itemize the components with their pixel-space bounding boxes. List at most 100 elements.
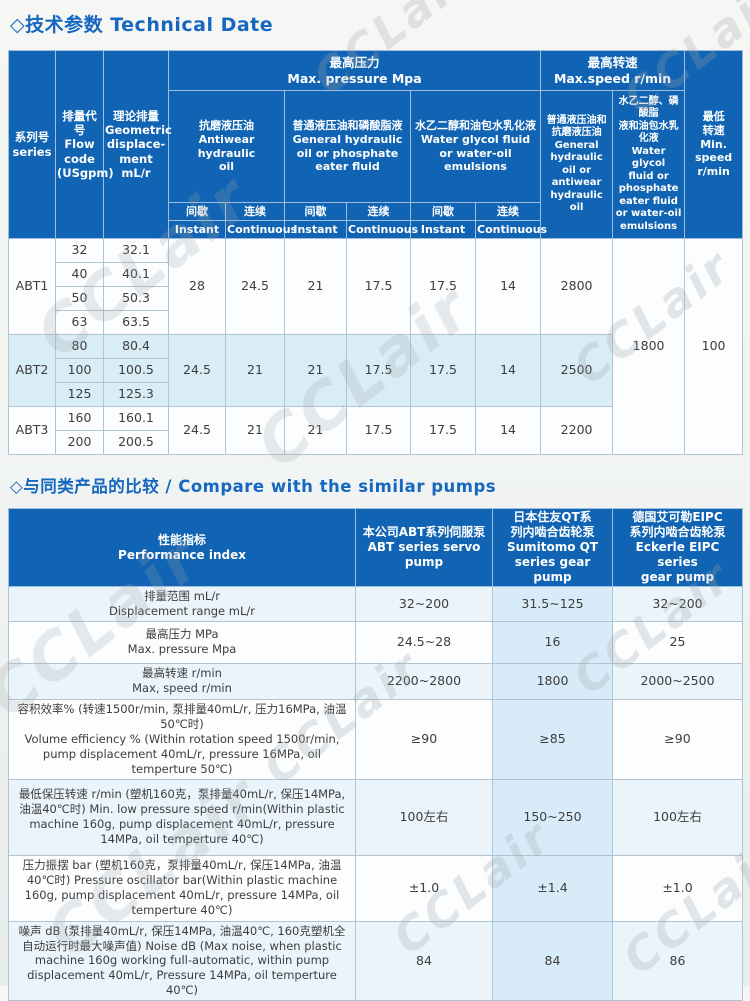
value-cell: ±1.0: [612, 854, 743, 922]
col-header-series: 系列号 series: [8, 50, 56, 239]
value-cell: ≥90: [612, 698, 743, 780]
group-header-max-pressure: 最高压力 Max. pressure Mpa: [167, 50, 542, 91]
table-row: 最低保压转速 r/min (塑机160克，泵排量40mL/r, 保压14MPa,…: [8, 778, 743, 856]
table-row: 63 63.5: [9, 310, 743, 335]
section-title-technical-data: ◇技术参数 Technical Date: [10, 14, 274, 36]
pressure-cell: 21: [225, 334, 285, 407]
subcol-instant-en: Instant: [284, 220, 347, 239]
displacement-cell: 125.3: [103, 382, 169, 407]
flow-code-cell: 80: [55, 334, 104, 359]
subcol-instant-en: Instant: [410, 220, 476, 239]
displacement-cell: 80.4: [103, 334, 169, 359]
col-header-performance-index: 性能指标 Performance index: [8, 508, 356, 587]
max-speed-cell: 2200: [540, 406, 614, 455]
pressure-cell: 24.5: [225, 238, 285, 335]
table-row: 压力振摆 bar (塑机160克，泵排量40mL/r, 保压14MPa, 油温4…: [8, 854, 743, 922]
table-row: 容积效率% (转速1500r/min, 泵排量40mL/r, 压力16MPa, …: [8, 698, 743, 780]
row-label: 最低保压转速 r/min (塑机160克，泵排量40mL/r, 保压14MPa,…: [8, 778, 356, 856]
table-row: 噪声 dB (泵排量40mL/r, 保压14MPa, 油温40℃, 160克塑机…: [8, 920, 743, 1001]
pressure-cell: 21: [284, 238, 347, 335]
subcol-continuous-cn: 连续: [474, 202, 542, 221]
subcol-continuous-en: Continuous: [225, 220, 297, 239]
col-header-speed-water-glycol: 水乙二醇、磷酸脂 液和油包水乳化液 Water glycol fluid or …: [612, 90, 686, 239]
value-cell: 32~200: [355, 586, 493, 622]
table-row: 最高转速 r/min Max, speed r/min 2200~2800 18…: [8, 662, 743, 700]
col-header-flow-code: 排量代号 Flow code (USgpm): [55, 50, 114, 239]
col-header-displacement: 理论排量 Geometric displace- ment mL/r: [103, 50, 172, 239]
value-cell: 16: [492, 620, 613, 664]
col-header-eckerle-pump: 德国艾可勒EIPC 系列内啮合齿轮泵 Eckerle EIPC series g…: [612, 508, 743, 587]
value-cell: 84: [492, 920, 613, 1001]
pressure-cell: 14: [474, 334, 542, 407]
displacement-cell: 160.1: [103, 406, 169, 431]
value-cell: ≥90: [355, 698, 493, 780]
value-cell: ±1.4: [492, 854, 613, 922]
subcol-instant-cn: 间歇: [284, 202, 347, 221]
group-header-max-speed: 最高转速 Max.speed r/min: [540, 50, 686, 91]
comparison-table: 性能指标 Performance index 本公司ABT系列伺服泵 ABT s…: [8, 508, 743, 1001]
flow-code-cell: 50: [55, 286, 104, 311]
pressure-cell: 17.5: [346, 406, 411, 455]
subcol-continuous-en: Continuous: [474, 220, 547, 239]
technical-data-table: 系列号 series 排量代号 Flow code (USgpm) 理论排量 G…: [8, 50, 744, 455]
subcol-instant-cn: 间歇: [168, 202, 226, 221]
value-cell: 84: [355, 920, 493, 1001]
col-header-abt-pump: 本公司ABT系列伺服泵 ABT series servo pump: [355, 508, 493, 587]
flow-code-cell: 160: [55, 406, 104, 431]
value-cell: 31.5~125: [492, 586, 613, 622]
row-label: 最高压力 MPa Max. pressure Mpa: [8, 620, 356, 664]
pressure-cell: 17.5: [346, 334, 411, 407]
pressure-cell: 17.5: [410, 334, 476, 407]
subcol-continuous-cn: 连续: [225, 202, 285, 221]
col-header-antiwear-oil: 抗磨液压油 Antiwear hydraulic oil: [168, 90, 285, 203]
flow-code-cell: 40: [55, 262, 104, 287]
table-row: 40 40.1: [9, 262, 743, 287]
series-cell: ABT3: [8, 406, 56, 455]
flow-code-cell: 100: [55, 358, 104, 383]
subcol-instant-cn: 间歇: [410, 202, 476, 221]
pressure-cell: 24.5: [168, 334, 226, 407]
displacement-cell: 50.3: [103, 286, 169, 311]
table-row: ABT1 32 32.1 28 24.5 21 17.5 17.5 14 280…: [8, 238, 744, 455]
table-row: 125 125.3: [9, 382, 743, 407]
series-cell: ABT2: [8, 334, 56, 407]
col-header-sumitomo-pump: 日本住友QT系 列内啮合齿轮泵 Sumitomo QT series gear …: [492, 508, 613, 587]
flow-code-cell: 125: [55, 382, 104, 407]
row-label: 最高转速 r/min Max, speed r/min: [8, 662, 356, 700]
max-speed-water-cell: 1800: [612, 238, 686, 455]
value-cell: 100左右: [355, 778, 493, 856]
col-header-speed-general-oil: 普通液压油和 抗磨液压油 General hydraulic oil or an…: [540, 90, 614, 239]
value-cell: 25: [612, 620, 743, 664]
row-label: 排量范围 mL/r Displacement range mL/r: [8, 586, 356, 622]
max-speed-cell: 2800: [540, 238, 614, 335]
value-cell: 86: [612, 920, 743, 1001]
row-label: 容积效率% (转速1500r/min, 泵排量40mL/r, 压力16MPa, …: [8, 698, 356, 780]
displacement-cell: 32.1: [103, 238, 169, 263]
value-cell: 2200~2800: [355, 662, 493, 700]
pressure-cell: 21: [225, 406, 285, 455]
series-cell: ABT1: [8, 238, 56, 335]
value-cell: 100左右: [612, 778, 743, 856]
pressure-cell: 14: [474, 406, 542, 455]
subcol-continuous-cn: 连续: [346, 202, 411, 221]
flow-code-cell: 200: [55, 430, 104, 455]
value-cell: 150~250: [492, 778, 613, 856]
pressure-cell: 14: [474, 238, 542, 335]
displacement-cell: 200.5: [103, 430, 169, 455]
row-label: 压力振摆 bar (塑机160克，泵排量40mL/r, 保压14MPa, 油温4…: [8, 854, 356, 922]
col-header-water-glycol: 水乙二醇和油包水乳化液 Water glycol fluid or water-…: [409, 90, 542, 203]
col-header-min-speed: 最低 转速 Min. speed r/min: [684, 50, 744, 239]
col-header-general-oil: 普通液压油和磷酸脂液 General hydraulic oil or phos…: [284, 90, 411, 203]
value-cell: ±1.0: [355, 854, 493, 922]
subcol-continuous-en: Continuous: [346, 220, 418, 239]
displacement-cell: 100.5: [103, 358, 169, 383]
displacement-cell: 40.1: [103, 262, 169, 287]
pressure-cell: 17.5: [410, 406, 476, 455]
table-row: ABT2 80 80.4 24.5 21 21 17.5 17.5 14 250…: [8, 334, 743, 407]
displacement-cell: 63.5: [103, 310, 169, 335]
table-row: ABT3 160 160.1 24.5 21 21 17.5 17.5 14 2…: [8, 406, 743, 455]
pressure-cell: 17.5: [346, 238, 411, 335]
table-row: 排量范围 mL/r Displacement range mL/r 32~200…: [8, 586, 743, 622]
value-cell: 32~200: [612, 586, 743, 622]
flow-code-cell: 63: [55, 310, 104, 335]
